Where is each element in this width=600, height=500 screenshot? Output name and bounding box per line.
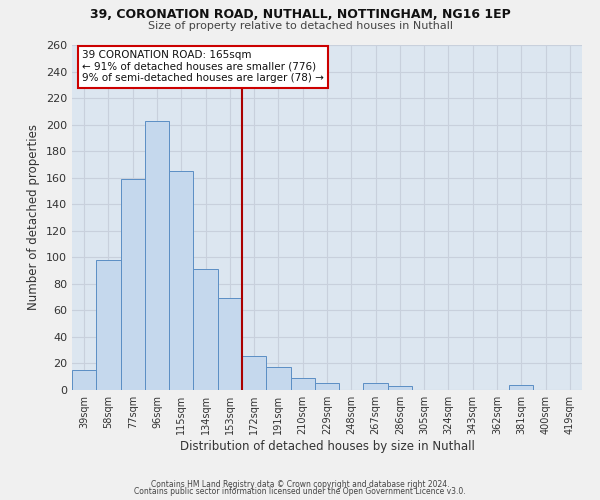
Text: 39 CORONATION ROAD: 165sqm
← 91% of detached houses are smaller (776)
9% of semi: 39 CORONATION ROAD: 165sqm ← 91% of deta… <box>82 50 324 84</box>
Bar <box>121 179 145 390</box>
Bar <box>169 171 193 390</box>
Bar <box>193 269 218 390</box>
Bar <box>315 384 339 390</box>
Bar <box>145 120 169 390</box>
Text: Size of property relative to detached houses in Nuthall: Size of property relative to detached ho… <box>148 21 452 31</box>
Bar <box>388 386 412 390</box>
Bar <box>364 384 388 390</box>
Text: 39, CORONATION ROAD, NUTHALL, NOTTINGHAM, NG16 1EP: 39, CORONATION ROAD, NUTHALL, NOTTINGHAM… <box>89 8 511 20</box>
Bar <box>96 260 121 390</box>
Bar <box>290 378 315 390</box>
Text: Contains public sector information licensed under the Open Government Licence v3: Contains public sector information licen… <box>134 487 466 496</box>
Bar <box>72 370 96 390</box>
Bar <box>266 368 290 390</box>
Bar <box>242 356 266 390</box>
Bar <box>218 298 242 390</box>
Text: Contains HM Land Registry data © Crown copyright and database right 2024.: Contains HM Land Registry data © Crown c… <box>151 480 449 489</box>
Y-axis label: Number of detached properties: Number of detached properties <box>28 124 40 310</box>
X-axis label: Distribution of detached houses by size in Nuthall: Distribution of detached houses by size … <box>179 440 475 453</box>
Bar <box>509 384 533 390</box>
